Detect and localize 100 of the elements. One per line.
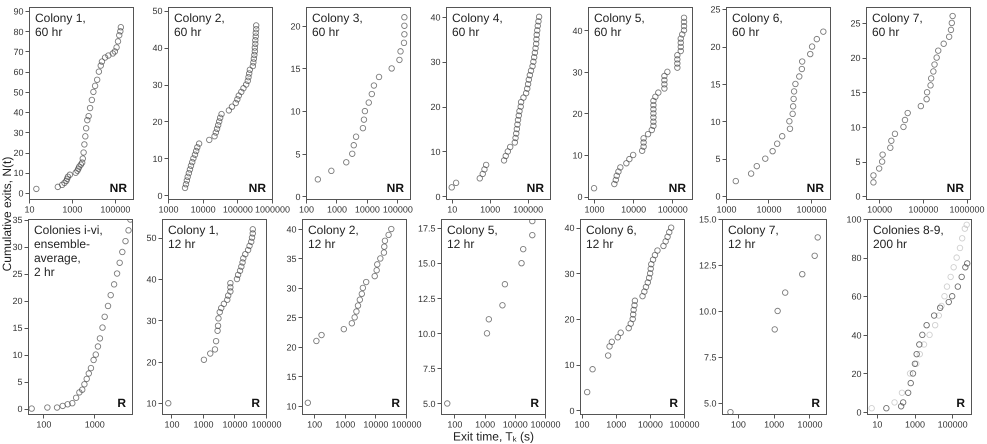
y-tick-label: 5.0 bbox=[704, 398, 716, 408]
x-tick-label: 100 bbox=[164, 420, 180, 430]
y-tick-label: 10 bbox=[572, 150, 582, 160]
point bbox=[88, 364, 94, 372]
x-tick-label: 1000 bbox=[62, 204, 82, 214]
y-tick-label: 5 bbox=[715, 154, 720, 164]
x-tick-label: 100000 bbox=[251, 420, 282, 430]
point bbox=[125, 227, 132, 234]
y-tick-label: 20 bbox=[850, 53, 860, 64]
x-tick-label: 100000 bbox=[382, 204, 413, 214]
annotation: R bbox=[956, 396, 966, 410]
y-tick-label: 7.5 bbox=[422, 364, 436, 374]
x-tick-label: 1000 bbox=[158, 204, 179, 214]
point bbox=[119, 248, 126, 256]
y-tick-label: 30 bbox=[146, 316, 156, 326]
y-tick-label: 17.5 bbox=[418, 224, 436, 234]
y-tick-label: 30 bbox=[572, 67, 582, 78]
point bbox=[227, 284, 234, 290]
point bbox=[242, 251, 248, 258]
y-tick-label: 20 bbox=[146, 357, 156, 368]
y-tick-label: 0 bbox=[435, 192, 440, 202]
y-tick-label: 20 bbox=[564, 314, 574, 325]
y-tick-label: 40 bbox=[564, 223, 574, 234]
y-tick-label: 20 bbox=[12, 296, 22, 306]
y-tick-label: 90 bbox=[13, 6, 24, 17]
x-tick-label: 100000 bbox=[100, 204, 130, 214]
x-tick-label: 10 bbox=[24, 204, 35, 214]
y-tick-label: 20 bbox=[851, 368, 862, 379]
x-tick-label: 100000 bbox=[796, 204, 827, 214]
y-tick-label: 15 bbox=[290, 64, 300, 74]
x-tick-label: 1000 bbox=[764, 420, 784, 430]
text: Colony 7, 60 hr bbox=[872, 11, 923, 39]
x-axis-title: Exit time, Tₖ (s) bbox=[452, 430, 534, 444]
x-tick-label: 100000 bbox=[908, 204, 938, 214]
point bbox=[64, 401, 71, 408]
y-tick-label: 100 bbox=[846, 214, 862, 224]
annotation: R bbox=[669, 396, 678, 410]
x-tick-label: 10 bbox=[872, 420, 882, 430]
y-tick-label: 0 bbox=[855, 192, 860, 202]
x-tick-label: 100000 bbox=[938, 420, 968, 430]
y-tick-label: 20 bbox=[290, 21, 300, 32]
text: Colony 5, 60 hr bbox=[594, 11, 645, 39]
y-tick-label: 10 bbox=[564, 360, 574, 370]
point bbox=[69, 400, 76, 406]
point bbox=[94, 343, 102, 350]
y-tick-label: 30 bbox=[152, 80, 162, 90]
y-tick-label: 10 bbox=[710, 116, 720, 127]
y-tick-label: 35 bbox=[12, 215, 22, 226]
y-tick-label: 0 bbox=[295, 192, 300, 202]
point bbox=[92, 351, 99, 358]
x-tick-label: 10000 bbox=[621, 204, 646, 214]
x-tick-label: 100 bbox=[730, 420, 746, 430]
point bbox=[240, 255, 246, 262]
x-tick-label: 100 bbox=[36, 420, 52, 430]
y-tick-label: 5 bbox=[855, 157, 860, 168]
y-tick-label: 20 bbox=[572, 108, 582, 119]
x-tick-label: 10000 bbox=[797, 420, 822, 430]
annotation: NR bbox=[668, 181, 686, 195]
y-tick-label: 25 bbox=[710, 4, 720, 15]
point bbox=[96, 335, 104, 342]
x-tick-label: 100 bbox=[307, 420, 322, 430]
x-tick-label: 10000 bbox=[222, 420, 248, 430]
y-tick-label: 5 bbox=[295, 149, 300, 160]
x-tick-label: 100000 bbox=[669, 420, 700, 430]
y-tick-label: 10 bbox=[286, 401, 296, 412]
x-tick-label: 100000 bbox=[513, 204, 544, 214]
y-tick-label: 50 bbox=[13, 87, 24, 98]
y-tick-label: 10 bbox=[146, 398, 156, 409]
point bbox=[86, 370, 92, 377]
point bbox=[236, 268, 244, 274]
y-tick-label: 40 bbox=[572, 26, 582, 36]
y-tick-label: 20 bbox=[430, 102, 440, 112]
point bbox=[227, 288, 234, 295]
point bbox=[215, 315, 222, 322]
annotation: R bbox=[391, 396, 400, 410]
y-tick-label: 15 bbox=[12, 323, 22, 334]
annotation: NR bbox=[946, 181, 964, 195]
annotation: NR bbox=[110, 181, 128, 195]
text: Colony 3, 60 hr bbox=[312, 11, 363, 39]
x-tick-label: 1000 bbox=[716, 204, 737, 214]
text: Colony 1, 60 hr bbox=[35, 11, 86, 39]
text: Colony 6, 60 hr bbox=[732, 11, 783, 39]
y-tick-label: 30 bbox=[430, 57, 440, 68]
point bbox=[224, 292, 232, 299]
y-tick-label: 10 bbox=[850, 122, 860, 132]
y-tick-label: 50 bbox=[152, 6, 162, 16]
x-tick-label: 1000 bbox=[606, 420, 626, 430]
y-tick-label: 5.0 bbox=[422, 398, 436, 409]
text: Colonies 8-9, 200 hr bbox=[873, 223, 944, 251]
point bbox=[239, 259, 246, 266]
y-tick-label: 15.0 bbox=[698, 214, 716, 224]
text: Colony 7, 12 hr bbox=[728, 223, 779, 251]
text: Colony 6, 12 hr bbox=[586, 223, 637, 251]
y-tick-label: 25 bbox=[850, 18, 860, 28]
point bbox=[248, 238, 254, 245]
y-tick-label: 40 bbox=[851, 330, 862, 340]
point bbox=[108, 292, 114, 298]
text: Colony 2, 60 hr bbox=[174, 11, 225, 39]
y-tick-label: 20 bbox=[286, 342, 296, 352]
point bbox=[234, 272, 242, 278]
